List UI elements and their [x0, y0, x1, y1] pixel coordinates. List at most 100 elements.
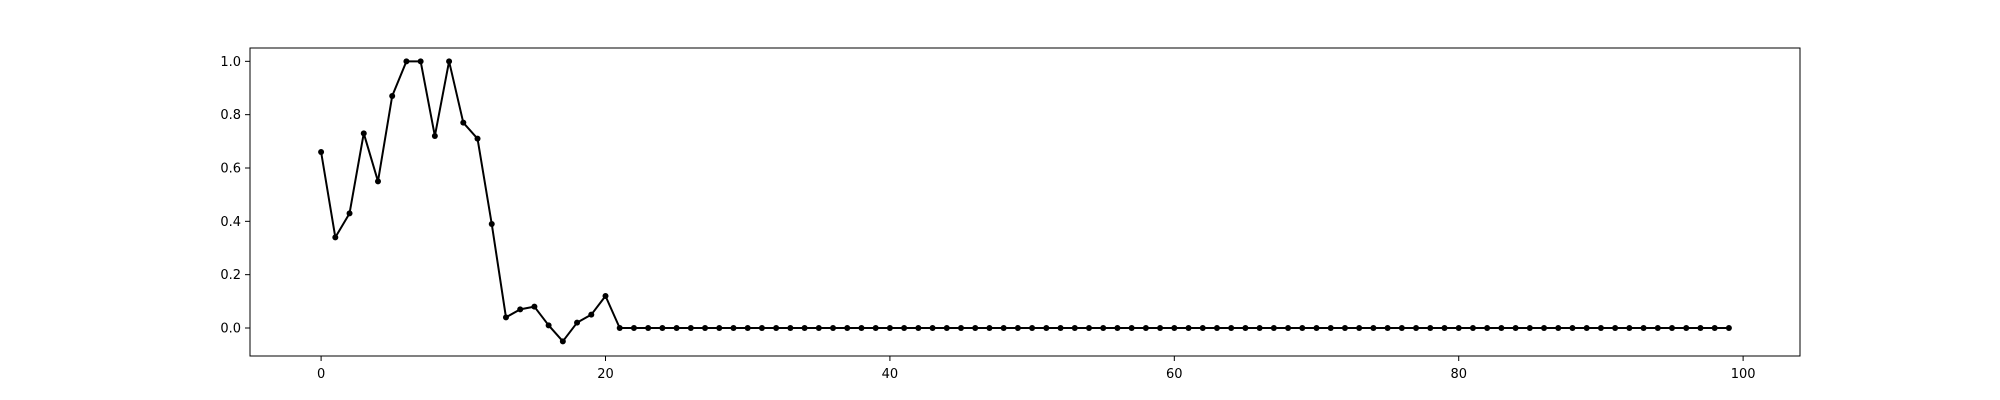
data-point	[1029, 325, 1036, 331]
data-point	[1327, 325, 1334, 331]
data-point	[744, 325, 751, 331]
data-point	[1000, 325, 1007, 331]
x-tick-label: 0	[317, 367, 325, 382]
data-point	[1228, 325, 1235, 331]
data-point	[1455, 325, 1462, 331]
data-point	[1711, 325, 1718, 331]
data-point	[630, 325, 637, 331]
data-point	[872, 325, 879, 331]
data-point	[886, 325, 893, 331]
data-point	[1398, 325, 1405, 331]
x-tick-label: 40	[882, 367, 899, 382]
data-point	[858, 325, 865, 331]
data-point	[488, 221, 495, 227]
data-point	[1612, 325, 1619, 331]
data-point	[1725, 325, 1732, 331]
data-point	[1669, 325, 1676, 331]
data-point	[474, 135, 481, 142]
x-axis-ticks: 0 20 40 60 80 100	[317, 356, 1756, 382]
y-axis-ticks: 0.0 0.2 0.4 0.6 0.8 1.0	[220, 55, 250, 337]
data-point	[1569, 325, 1576, 331]
data-point	[1299, 325, 1306, 331]
data-point	[972, 325, 979, 331]
data-point	[1555, 325, 1562, 331]
data-point	[1171, 325, 1178, 331]
data-point	[1242, 325, 1249, 331]
data-point	[1413, 325, 1420, 331]
data-point	[559, 338, 566, 345]
data-point	[1128, 325, 1135, 331]
data-point	[659, 325, 666, 331]
data-point	[403, 58, 410, 65]
data-point	[1256, 325, 1263, 331]
data-point	[616, 325, 623, 331]
data-point	[374, 178, 381, 185]
data-point	[844, 325, 851, 331]
data-point	[1014, 325, 1021, 331]
data-point	[1356, 325, 1363, 331]
data-point	[1441, 325, 1448, 331]
data-point	[389, 93, 396, 99]
data-point	[730, 325, 737, 331]
data-point	[1270, 325, 1277, 331]
data-point	[958, 325, 965, 331]
data-point	[929, 325, 936, 331]
data-point	[702, 325, 709, 331]
data-point	[1654, 325, 1661, 331]
data-point	[332, 234, 339, 241]
data-point	[460, 119, 467, 126]
data-point	[1114, 325, 1121, 331]
data-point	[901, 325, 908, 331]
data-point	[687, 325, 694, 331]
data-point	[502, 314, 509, 321]
data-point	[1626, 325, 1633, 331]
data-point	[1100, 325, 1107, 331]
data-point	[531, 303, 538, 310]
x-tick-label: 100	[1731, 367, 1756, 382]
data-point	[1640, 325, 1647, 331]
data-point	[1071, 325, 1078, 331]
data-point	[1213, 325, 1220, 331]
data-point	[1085, 325, 1092, 331]
data-point	[673, 325, 680, 331]
data-point	[787, 325, 794, 331]
data-point	[986, 325, 993, 331]
data-point	[1541, 325, 1548, 331]
data-point	[1498, 325, 1505, 331]
plot-frame	[249, 47, 1801, 357]
data-point	[1341, 325, 1348, 331]
data-point	[1313, 325, 1320, 331]
y-tick-label: 0.6	[220, 162, 241, 177]
data-point	[1199, 325, 1206, 331]
x-tick-label: 20	[597, 367, 614, 382]
x-tick-label: 60	[1166, 367, 1183, 382]
data-point	[1526, 325, 1533, 331]
data-point	[1469, 325, 1476, 331]
data-point	[943, 325, 950, 331]
data-point	[1043, 325, 1050, 331]
data-point	[1384, 325, 1391, 331]
y-tick-label: 1.0	[220, 55, 241, 70]
data-point	[318, 149, 325, 155]
data-point	[574, 319, 581, 326]
data-point	[417, 58, 424, 65]
data-point	[346, 210, 353, 217]
data-point	[545, 322, 552, 329]
data-point	[517, 306, 524, 313]
data-point	[588, 311, 595, 318]
data-point	[915, 325, 922, 331]
data-point	[773, 325, 780, 331]
series-line	[320, 60, 1729, 343]
data-point	[716, 325, 723, 331]
y-tick-label: 0.8	[220, 108, 241, 123]
data-point	[1697, 325, 1704, 331]
data-point	[1683, 325, 1690, 331]
y-tick-label: 0.2	[220, 268, 241, 283]
data-point	[431, 133, 438, 139]
data-point	[1427, 325, 1434, 331]
data-point	[1370, 325, 1377, 331]
data-point	[1484, 325, 1491, 331]
data-point	[602, 293, 609, 299]
